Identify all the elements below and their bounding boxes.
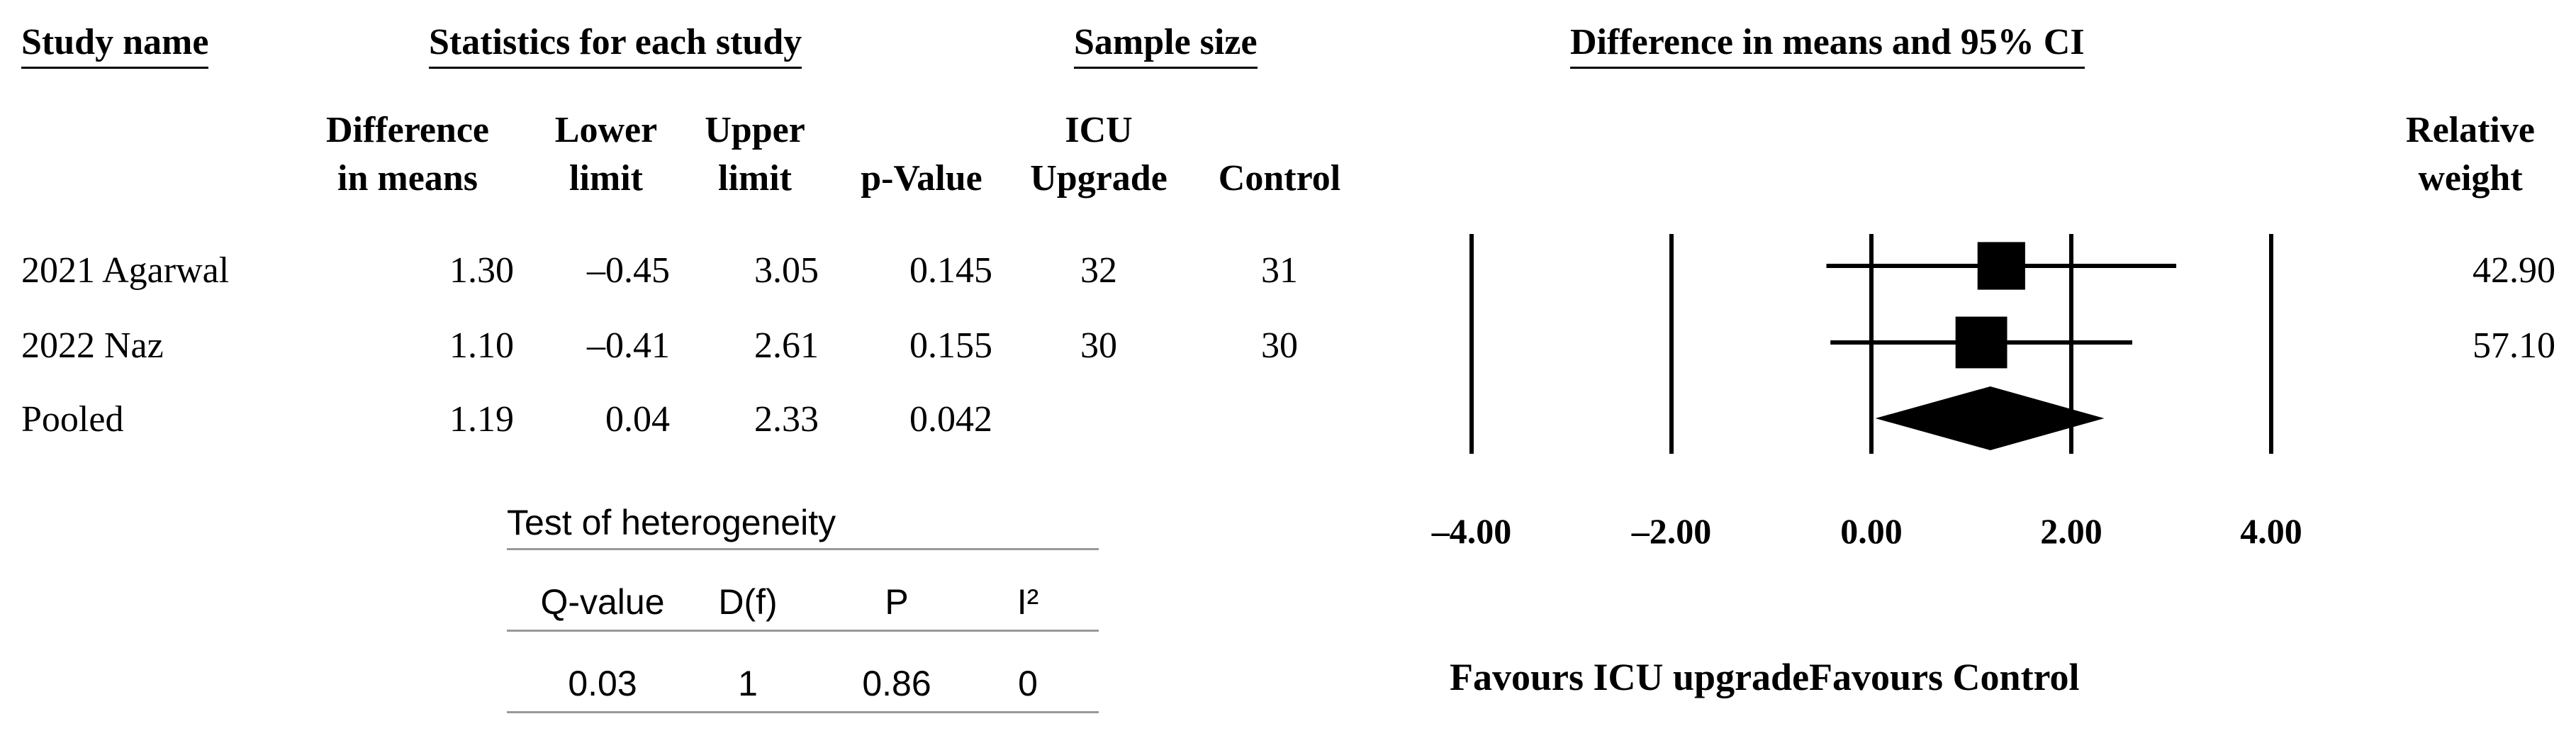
het-i2-value: 0 xyxy=(1018,664,1038,703)
het-df-value: 1 xyxy=(738,664,758,703)
upper-value: 3.05 xyxy=(754,250,819,291)
lower-value: 0.04 xyxy=(605,399,670,440)
study-name: 2022 Naz xyxy=(21,325,164,366)
col-icu-line1: ICU xyxy=(1065,110,1133,150)
diff-value: 1.19 xyxy=(449,399,514,440)
study-point-square xyxy=(1977,242,2025,290)
study-point-square xyxy=(1955,316,2007,369)
favours-left-label: Favours ICU upgradeFavours Control xyxy=(1450,656,2080,698)
diff-value: 1.30 xyxy=(449,250,514,291)
het-q-value: 0.03 xyxy=(568,664,637,703)
icu-n: 30 xyxy=(1080,325,1117,366)
col-pvalue-label: p-Value xyxy=(861,158,982,199)
het-q-header: Q-value xyxy=(540,582,665,622)
lower-value: –0.41 xyxy=(587,325,670,366)
col-control: Control xyxy=(1198,155,1361,203)
col-weight-line2: weight xyxy=(2418,158,2523,199)
col-p-value: p-Value xyxy=(840,155,1003,203)
axis-tick-label: 2.00 xyxy=(2040,511,2102,551)
col-upper-line1: Upper xyxy=(705,110,805,150)
col-control-label: Control xyxy=(1218,158,1341,199)
col-diff-line1: Difference xyxy=(325,110,489,150)
col-upper-line2: limit xyxy=(718,158,792,199)
heterogeneity-rule-bottom xyxy=(507,711,1099,713)
col-weight-line1: Relative xyxy=(2406,110,2535,150)
axis-tick-label: 0.00 xyxy=(1840,511,1903,551)
col-icu-upgrade: ICU Upgrade xyxy=(1010,106,1187,203)
axis-tick-label: –2.00 xyxy=(1631,511,1712,551)
study-name: Pooled xyxy=(21,399,124,440)
p-value: 0.145 xyxy=(909,250,992,291)
het-p-value: 0.86 xyxy=(862,664,931,703)
study-name: 2021 Agarwal xyxy=(21,250,230,291)
col-relative-weight: Relative weight xyxy=(2382,106,2559,203)
col-upper-limit: Upper limit xyxy=(684,106,826,203)
favours-right-text: Favours Control xyxy=(1809,656,2080,698)
het-i2-header: I² xyxy=(1017,582,1039,622)
weight-value: 42.90 xyxy=(2473,250,2555,291)
favours-left-text: Favours ICU upgrade xyxy=(1450,656,1810,698)
weight-value: 57.10 xyxy=(2473,325,2555,366)
statistics-header: Statistics for each study xyxy=(429,21,802,69)
het-p-header: P xyxy=(885,582,909,622)
study-name-header: Study name xyxy=(21,21,209,69)
axis-tick-label: –4.00 xyxy=(1431,511,1512,551)
p-value: 0.155 xyxy=(909,325,992,366)
pooled-diamond xyxy=(1875,386,2105,450)
upper-value: 2.61 xyxy=(754,325,819,366)
col-diff-line2: in means xyxy=(337,158,478,199)
col-lower-limit: Lower limit xyxy=(532,106,681,203)
sample-size-header: Sample size xyxy=(1074,21,1258,69)
diff-value: 1.10 xyxy=(449,325,514,366)
control-n: 31 xyxy=(1261,250,1298,291)
p-value: 0.042 xyxy=(909,399,992,440)
col-diff-in-means: Difference in means xyxy=(301,106,514,203)
col-lower-line2: limit xyxy=(569,158,643,199)
heterogeneity-rule-mid xyxy=(507,630,1099,632)
heterogeneity-title: Test of heterogeneity xyxy=(507,503,836,542)
col-icu-line2: Upgrade xyxy=(1030,158,1167,199)
het-df-header: D(f) xyxy=(718,582,778,622)
axis-tick-label: 4.00 xyxy=(2240,511,2302,551)
icu-n: 32 xyxy=(1080,250,1117,291)
upper-value: 2.33 xyxy=(754,399,819,440)
col-lower-line1: Lower xyxy=(554,110,658,150)
lower-value: –0.45 xyxy=(587,250,670,291)
heterogeneity-rule-top xyxy=(507,548,1099,550)
control-n: 30 xyxy=(1261,325,1298,366)
ci-title-header: Difference in means and 95% CI xyxy=(1570,21,2085,69)
